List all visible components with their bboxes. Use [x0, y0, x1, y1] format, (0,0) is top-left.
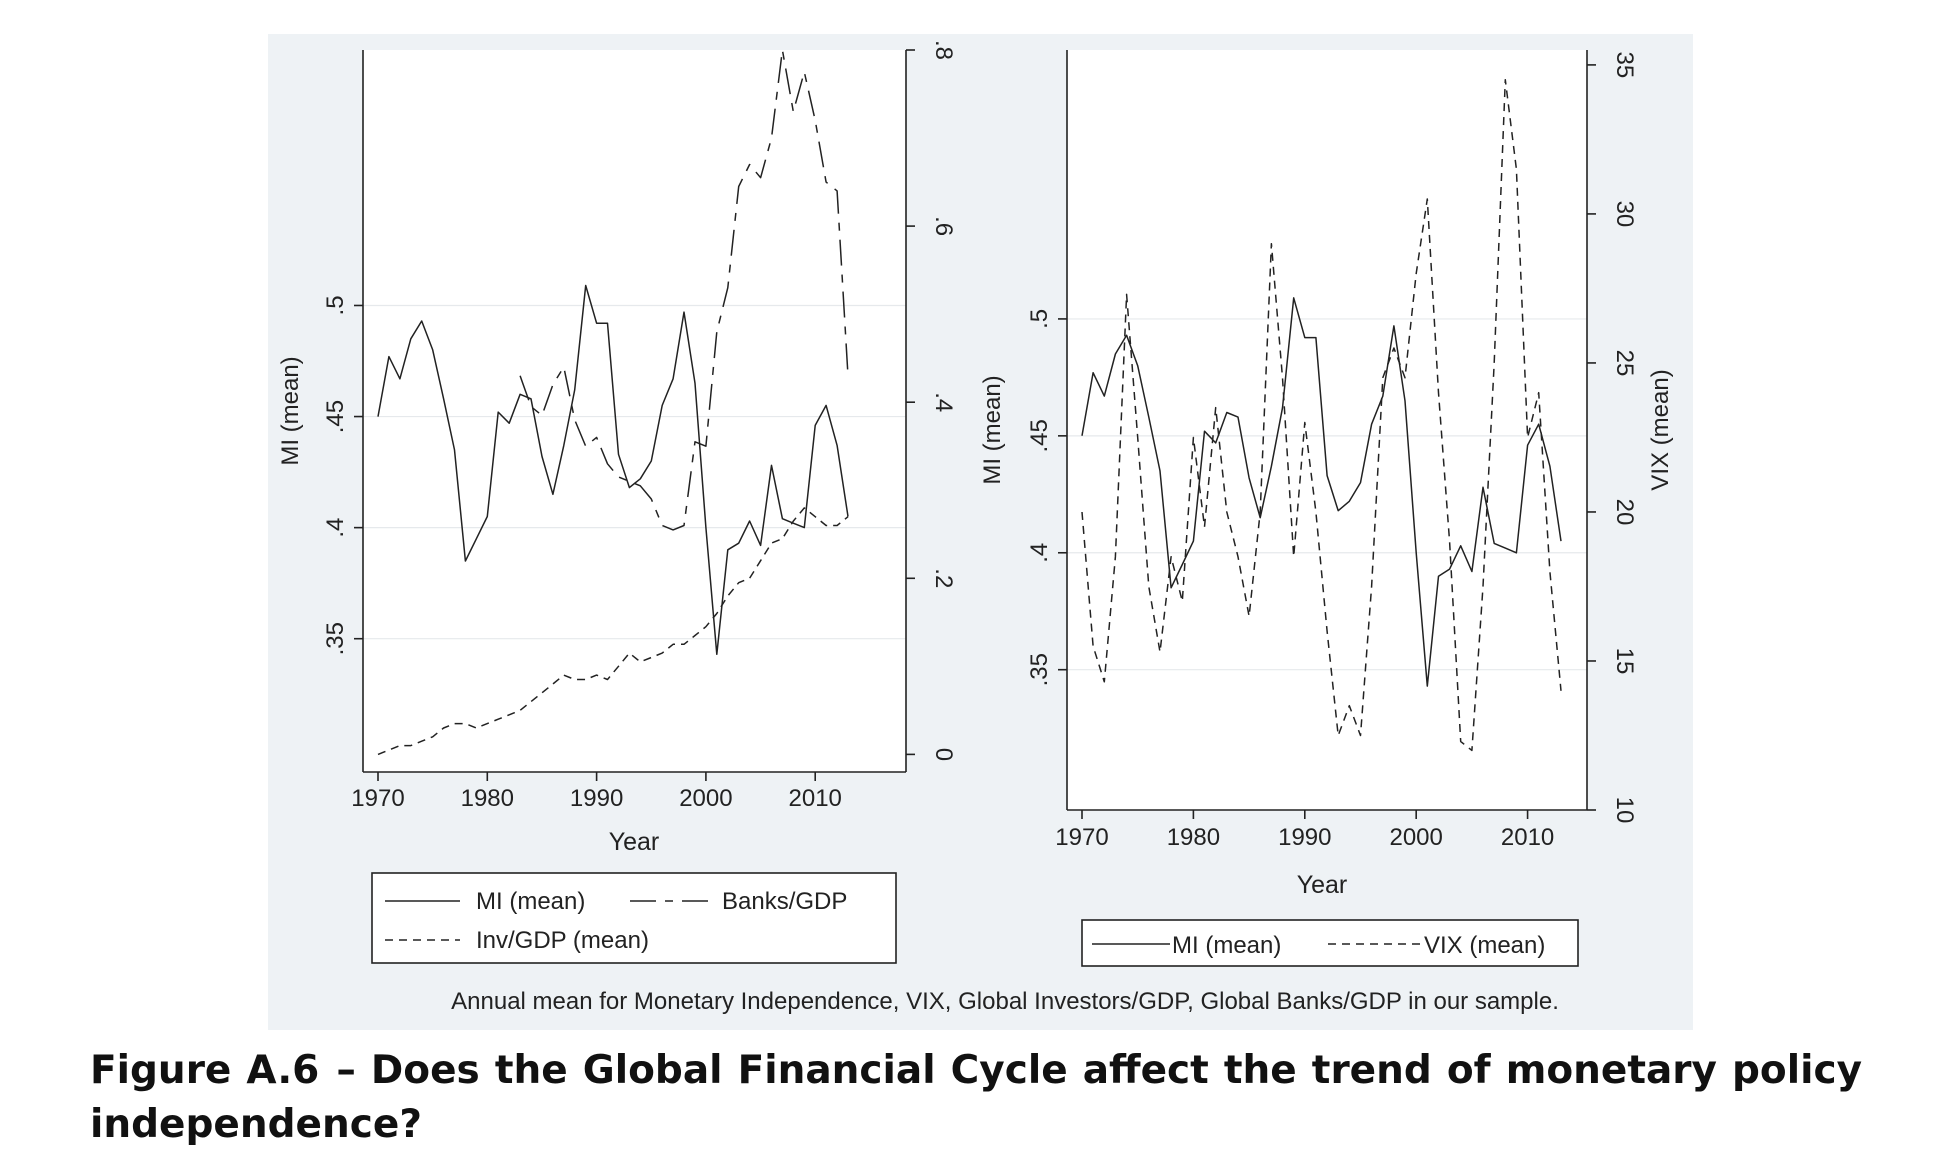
y-tick-label: .5 — [322, 295, 349, 315]
series-line-vix-mean — [1081, 79, 1562, 752]
x-axis-label-right: Year — [1297, 871, 1348, 899]
grid-right — [1067, 318, 1587, 671]
x-tick-label: 1990 — [1278, 824, 1331, 851]
figure-caption: Figure A.6 – Does the Global Financial C… — [90, 1044, 1862, 1152]
series-layer-left — [377, 49, 849, 756]
y2-tick-label: .4 — [930, 392, 957, 412]
y-tick-label: .45 — [1026, 419, 1053, 452]
series-line-mi-mean — [377, 284, 849, 656]
legend-entry-mi-left: MI (mean) — [476, 888, 585, 915]
x-tick-label: 1970 — [1055, 824, 1108, 851]
y2-tick-label: 35 — [1611, 52, 1638, 79]
x-tick-label: 1990 — [570, 785, 623, 812]
x-tick-label: 2010 — [789, 785, 842, 812]
y2-tick-label: .2 — [930, 568, 957, 588]
y2-tick-label: 10 — [1611, 797, 1638, 824]
legend-box-left — [371, 872, 897, 964]
ticks-left: .35 .4 .45 .5 0 .2 .4 .6 .8 1970 1980 1990 2000 2010 — [322, 40, 957, 812]
series-line-inv-gdp-mean — [377, 507, 849, 756]
plot-area-left — [363, 50, 906, 772]
legend-entry-inv: Inv/GDP (mean) — [476, 927, 649, 954]
y-tick-label: .4 — [1026, 543, 1053, 563]
x-tick-label: 2010 — [1501, 824, 1554, 851]
figure-label: Figure A.6 — [90, 1048, 320, 1093]
y2-tick-label: .8 — [930, 40, 957, 60]
y-tick-label: .35 — [1026, 653, 1053, 686]
figure-title: Does the Global Financial Cycle affect t… — [90, 1048, 1863, 1147]
x-tick-label: 1980 — [461, 785, 514, 812]
grid-left — [363, 304, 906, 640]
figure-note: Annual mean for Monetary Independence, V… — [451, 988, 1559, 1015]
x-tick-label: 1980 — [1167, 824, 1220, 851]
legend-entry-vix: VIX (mean) — [1424, 932, 1545, 959]
series-line-banks-gdp — [519, 49, 849, 531]
legend-entry-mi-right: MI (mean) — [1172, 932, 1281, 959]
y2-tick-label: 25 — [1611, 350, 1638, 377]
y2-tick-label: .6 — [930, 216, 957, 236]
y2-axis-label-right: VIX (mean) — [1647, 369, 1674, 490]
x-axis-label-left: Year — [609, 828, 660, 856]
y-tick-label: .35 — [322, 622, 349, 655]
y2-tick-label: 20 — [1611, 499, 1638, 526]
x-tick-label: 1970 — [351, 785, 404, 812]
y-tick-label: .45 — [322, 400, 349, 433]
ticks-right: .35 .4 .45 .5 10 15 20 25 30 35 1970 1980 1990 2000 20… — [1026, 52, 1638, 851]
legend-left: MI (mean) Banks/GDP Inv/GDP (mean) — [371, 872, 897, 964]
y2-tick-label: 15 — [1611, 648, 1638, 675]
y-tick-label: .5 — [1026, 309, 1053, 329]
plot-area-right — [1067, 50, 1587, 810]
chart-right: .35 .4 .45 .5 10 15 20 25 30 35 1970 1980 1990 2000 20… — [979, 50, 1674, 967]
x-tick-label: 2000 — [679, 785, 732, 812]
y2-tick-label: 0 — [930, 748, 957, 761]
y-axis-label-left: MI (mean) — [277, 356, 304, 465]
series-line-mi-mean — [1081, 297, 1562, 687]
y2-tick-label: 30 — [1611, 201, 1638, 228]
series-layer-right — [1081, 79, 1562, 752]
legend-box-right — [1081, 919, 1579, 967]
y-tick-label: .4 — [322, 518, 349, 538]
figure-separator: – — [336, 1048, 356, 1093]
legend-entry-banks: Banks/GDP — [722, 888, 847, 915]
y-axis-label-right: MI (mean) — [979, 375, 1006, 484]
legend-right: MI (mean) VIX (mean) — [1081, 919, 1579, 967]
x-tick-label: 2000 — [1389, 824, 1442, 851]
